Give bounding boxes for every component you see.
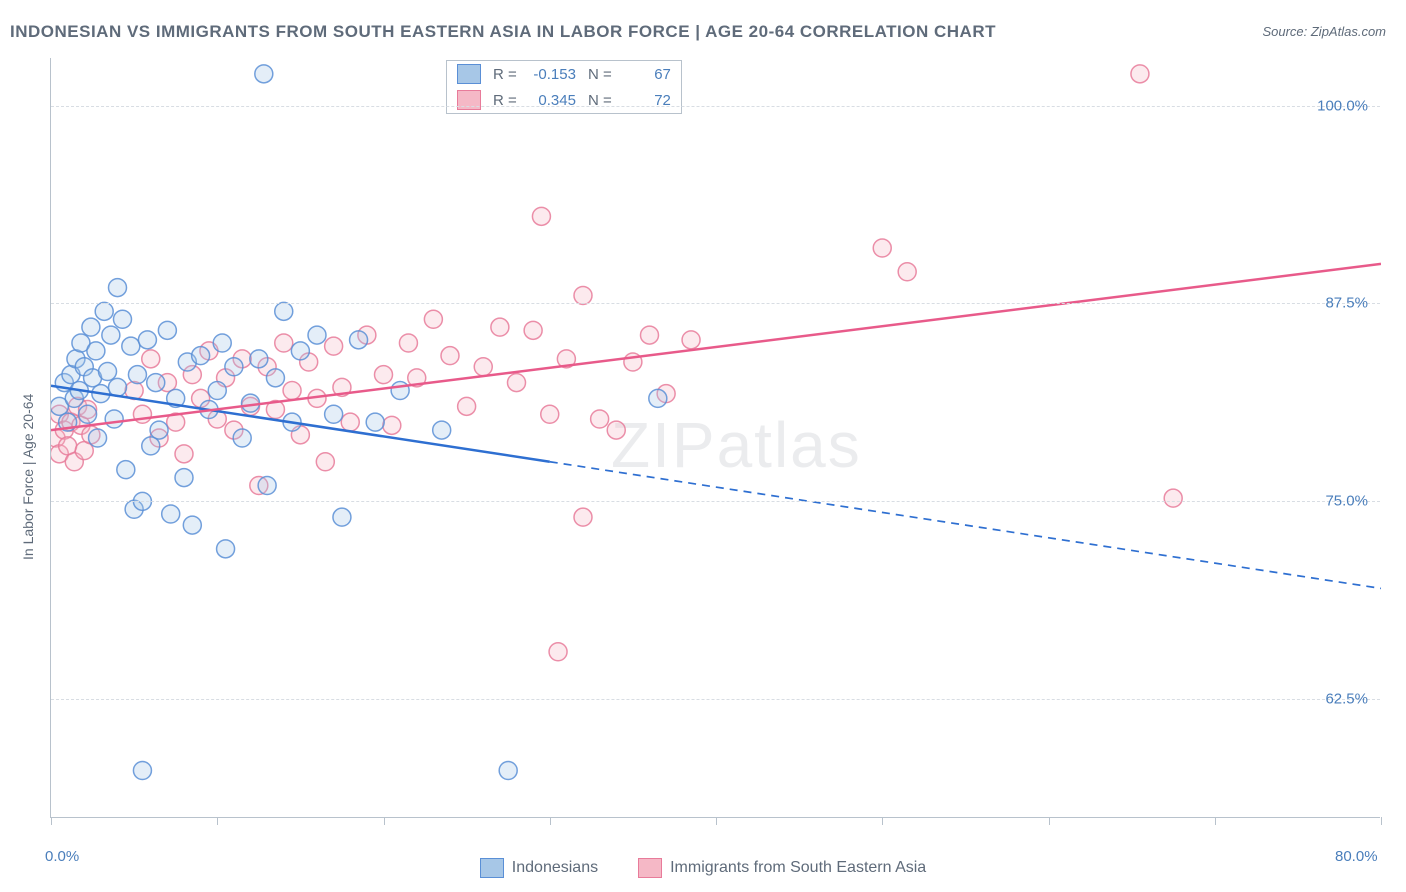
n-label: N = — [588, 66, 612, 83]
swatch-pink-icon — [457, 90, 481, 110]
ytick-label: 75.0% — [1325, 493, 1368, 510]
chart-container: INDONESIAN VS IMMIGRANTS FROM SOUTH EAST… — [0, 0, 1406, 892]
chart-title: INDONESIAN VS IMMIGRANTS FROM SOUTH EAST… — [10, 22, 996, 42]
legend-swatch-blue-icon — [480, 858, 504, 878]
r-label: R = — [493, 66, 517, 83]
legend-item-pink: Immigrants from South Eastern Asia — [638, 858, 926, 878]
scatter-svg — [51, 58, 1381, 818]
legend-label-blue: Indonesians — [512, 859, 598, 877]
legend-swatch-pink-icon — [638, 858, 662, 878]
ytick-label: 87.5% — [1325, 295, 1368, 312]
source-attribution: Source: ZipAtlas.com — [1262, 24, 1386, 39]
corr-row-blue: R = -0.153 N = 67 — [447, 61, 681, 87]
n-value-blue: 67 — [616, 66, 671, 83]
plot-area: ZIPatlas R = -0.153 N = 67 R = 0.345 N =… — [50, 58, 1380, 818]
bottom-legend: Indonesians Immigrants from South Easter… — [0, 858, 1406, 878]
ytick-label: 100.0% — [1317, 97, 1368, 114]
r-value-blue: -0.153 — [521, 66, 576, 83]
corr-row-pink: R = 0.345 N = 72 — [447, 87, 681, 113]
swatch-blue-icon — [457, 64, 481, 84]
ytick-label: 62.5% — [1325, 691, 1368, 708]
legend-item-blue: Indonesians — [480, 858, 598, 878]
y-axis-label: In Labor Force | Age 20-64 — [20, 394, 36, 560]
legend-label-pink: Immigrants from South Eastern Asia — [670, 859, 926, 877]
